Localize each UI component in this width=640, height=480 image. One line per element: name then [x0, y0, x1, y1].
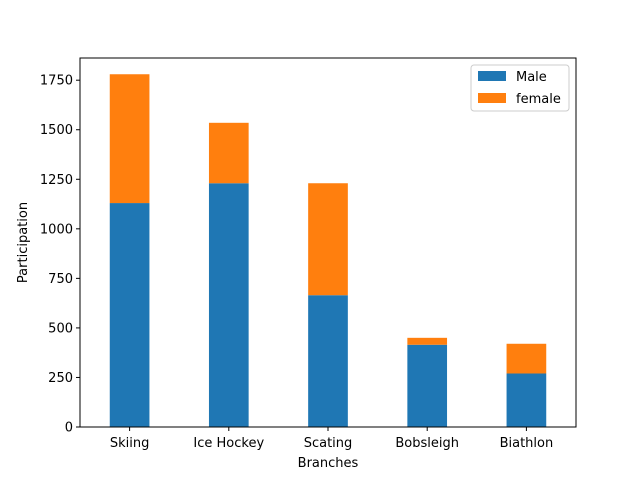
x-axis: Skiing Ice Hockey Scating Bobsleigh Biathlon — [110, 427, 553, 451]
y-tick-label: 1250 — [40, 173, 73, 188]
y-axis-label: Participation — [16, 202, 31, 283]
y-tick-label: 1000 — [40, 222, 73, 237]
x-tick-label: Bobsleigh — [395, 436, 459, 451]
legend-swatch-male — [478, 71, 506, 81]
x-axis-label: Branches — [298, 456, 359, 471]
x-tick-label: Scating — [304, 436, 353, 451]
y-tick-label: 500 — [48, 321, 73, 336]
y-tick-label: 750 — [48, 272, 73, 287]
x-tick-label: Ice Hockey — [193, 436, 264, 451]
bar-female-ice-hockey — [208, 122, 249, 184]
y-tick-label: 1750 — [40, 74, 73, 89]
legend: Male female — [470, 64, 570, 112]
legend-swatch-female — [478, 93, 506, 103]
bar-male-scating — [308, 295, 348, 427]
legend-label-male: Male — [516, 70, 547, 85]
bar-male-biathlon — [506, 373, 547, 427]
bar-male-skiing — [109, 203, 150, 427]
bar-female-biathlon — [506, 343, 547, 374]
y-tick-label: 250 — [48, 371, 73, 386]
bar-female-bobsleigh — [407, 337, 448, 345]
bar-male-bobsleigh — [407, 344, 448, 427]
bar-female-scating — [308, 183, 348, 296]
legend-label-female: female — [516, 92, 561, 107]
bar-female-skiing — [109, 74, 150, 204]
x-tick-label: Biathlon — [500, 436, 554, 451]
y-tick-label: 0 — [65, 421, 73, 436]
bars-layer — [109, 74, 547, 427]
bar-male-ice-hockey — [208, 183, 249, 427]
y-tick-label: 1500 — [40, 123, 73, 138]
x-tick-label: Skiing — [110, 436, 150, 451]
y-axis: 0 250 500 750 1000 1250 1500 1750 — [40, 74, 80, 436]
